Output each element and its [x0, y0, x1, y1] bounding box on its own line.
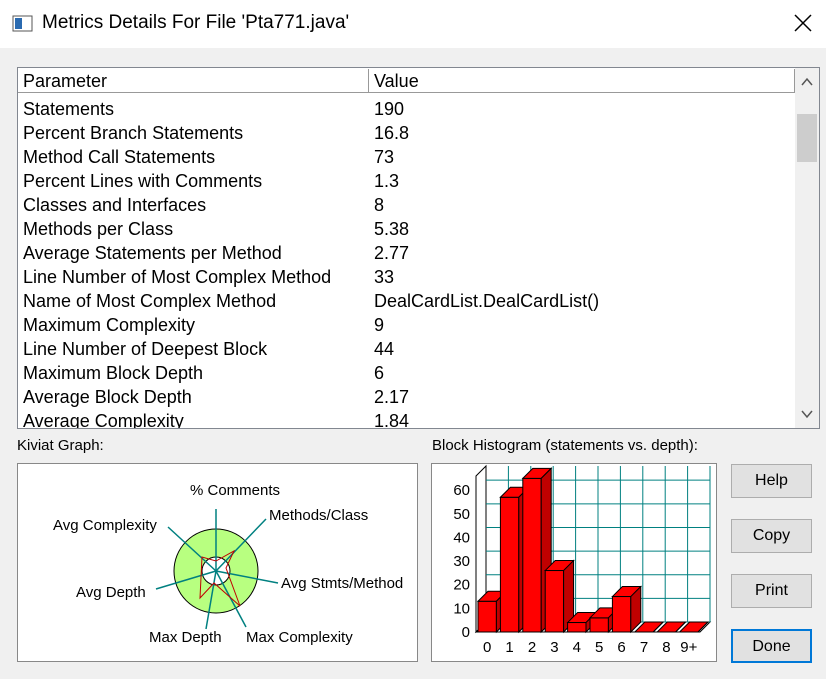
parameter-cell: Average Complexity — [23, 411, 184, 429]
parameter-cell: Method Call Statements — [23, 147, 216, 167]
x-tick-label: 3 — [550, 639, 558, 656]
y-tick-label: 40 — [453, 529, 470, 546]
x-tick-label: 9+ — [680, 639, 697, 656]
parameter-cell: Maximum Block Depth — [23, 363, 204, 383]
x-tick-label: 5 — [595, 639, 603, 656]
value-cell: 73 — [374, 147, 395, 167]
print-button[interactable]: Print — [731, 574, 812, 608]
scrollbar[interactable] — [795, 68, 819, 428]
title-bar: Metrics Details For File 'Pta771.java' — [0, 0, 826, 48]
value-cell: 33 — [374, 267, 395, 287]
value-cell: 6 — [374, 363, 385, 383]
kiviat-axis-label: Avg Depth — [76, 584, 146, 601]
kiviat-shapes — [155, 509, 279, 630]
x-tick-label: 0 — [483, 639, 491, 656]
value-cell: DealCardList.DealCardList() — [374, 291, 600, 311]
kiviat-axis-label: % Comments — [190, 482, 280, 499]
bar — [477, 600, 497, 633]
bar — [611, 596, 632, 633]
value-cell: 2.17 — [374, 387, 410, 407]
x-tick-label: 6 — [617, 639, 625, 656]
parameter-cell: Percent Branch Statements — [23, 123, 244, 143]
scrollbar-graphic — [797, 77, 817, 419]
bar-side — [630, 585, 642, 634]
kiviat-graph: % Comments Methods/Class Avg Stmts/Metho… — [53, 482, 403, 646]
x-tick-label: 8 — [662, 639, 670, 656]
parameter-cell: Line Number of Most Complex Method — [23, 267, 332, 287]
bar-top — [633, 621, 665, 633]
x-tick-label: 2 — [528, 639, 536, 656]
parameter-cell: Average Statements per Method — [23, 243, 282, 263]
bar — [522, 477, 542, 633]
kiviat-axis-label: Max Depth — [149, 629, 222, 646]
parameter-cell: Line Number of Deepest Block — [23, 339, 268, 359]
bar-side — [675, 621, 686, 633]
value-cell: 44 — [374, 339, 395, 359]
column-header[interactable]: Parameter — [18, 69, 369, 93]
value-cell: 2.77 — [374, 243, 410, 263]
parameter-cell: Maximum Complexity — [23, 315, 196, 335]
bar — [499, 496, 520, 633]
bar — [567, 622, 587, 633]
kiviat-axis-label: Avg Complexity — [53, 517, 157, 534]
y-tick-label: 10 — [453, 600, 470, 617]
help-button[interactable]: Help — [731, 464, 812, 498]
histogram-label: Block Histogram (statements vs. depth): — [432, 437, 698, 454]
value-cell: 5.38 — [374, 219, 410, 239]
app-icon — [12, 15, 33, 32]
x-tick-label: 4 — [573, 639, 581, 656]
copy-button[interactable]: Copy — [731, 519, 812, 553]
kiviat-label: Kiviat Graph: — [17, 437, 104, 454]
parameter-cell: Methods per Class — [23, 219, 174, 239]
x-tick-label: 7 — [640, 639, 648, 656]
value-cell: 9 — [374, 315, 385, 335]
value-cell: 8 — [374, 195, 385, 215]
parameter-cell: Name of Most Complex Method — [23, 291, 277, 311]
parameter-cell: Classes and Interfaces — [23, 195, 207, 215]
value-cell: 190 — [374, 99, 405, 119]
kiviat-axis-label: Methods/Class — [269, 507, 368, 524]
window-title: Metrics Details For File 'Pta771.java' — [42, 12, 350, 33]
parameter-cell: Statements — [23, 99, 115, 119]
bar — [589, 617, 609, 633]
y-tick-label: 0 — [462, 624, 470, 641]
column-header[interactable]: Value — [369, 69, 795, 93]
y-tick-label: 20 — [453, 577, 470, 594]
bar — [544, 570, 565, 633]
bar-side — [697, 621, 709, 633]
kiviat-axis-label: Max Complexity — [246, 629, 353, 646]
x-tick-label: 1 — [505, 639, 513, 656]
y-tick-label: 30 — [453, 553, 470, 570]
kiviat-panel: % Comments Methods/Class Avg Stmts/Metho… — [17, 463, 418, 662]
histogram-panel: 0 10 20 30 40 50 60 0 1 2 3 4 5 6 7 8 9+ — [431, 463, 717, 662]
y-tick-label: 50 — [453, 506, 470, 523]
parameter-cell: Percent Lines with Comments — [23, 171, 263, 191]
done-button[interactable]: Done — [731, 629, 812, 663]
value-cell: 1.3 — [374, 171, 400, 191]
metrics-table: Parameter Value Statements 190 Percent Bra… — [17, 67, 820, 429]
kiviat-axis-label: Avg Stmts/Method — [281, 575, 403, 592]
close-button[interactable] — [792, 12, 814, 34]
value-cell: 16.8 — [374, 123, 410, 143]
y-tick-label: 60 — [453, 482, 470, 499]
value-cell: 1.84 — [374, 411, 410, 429]
parameter-cell: Average Block Depth — [23, 387, 192, 407]
